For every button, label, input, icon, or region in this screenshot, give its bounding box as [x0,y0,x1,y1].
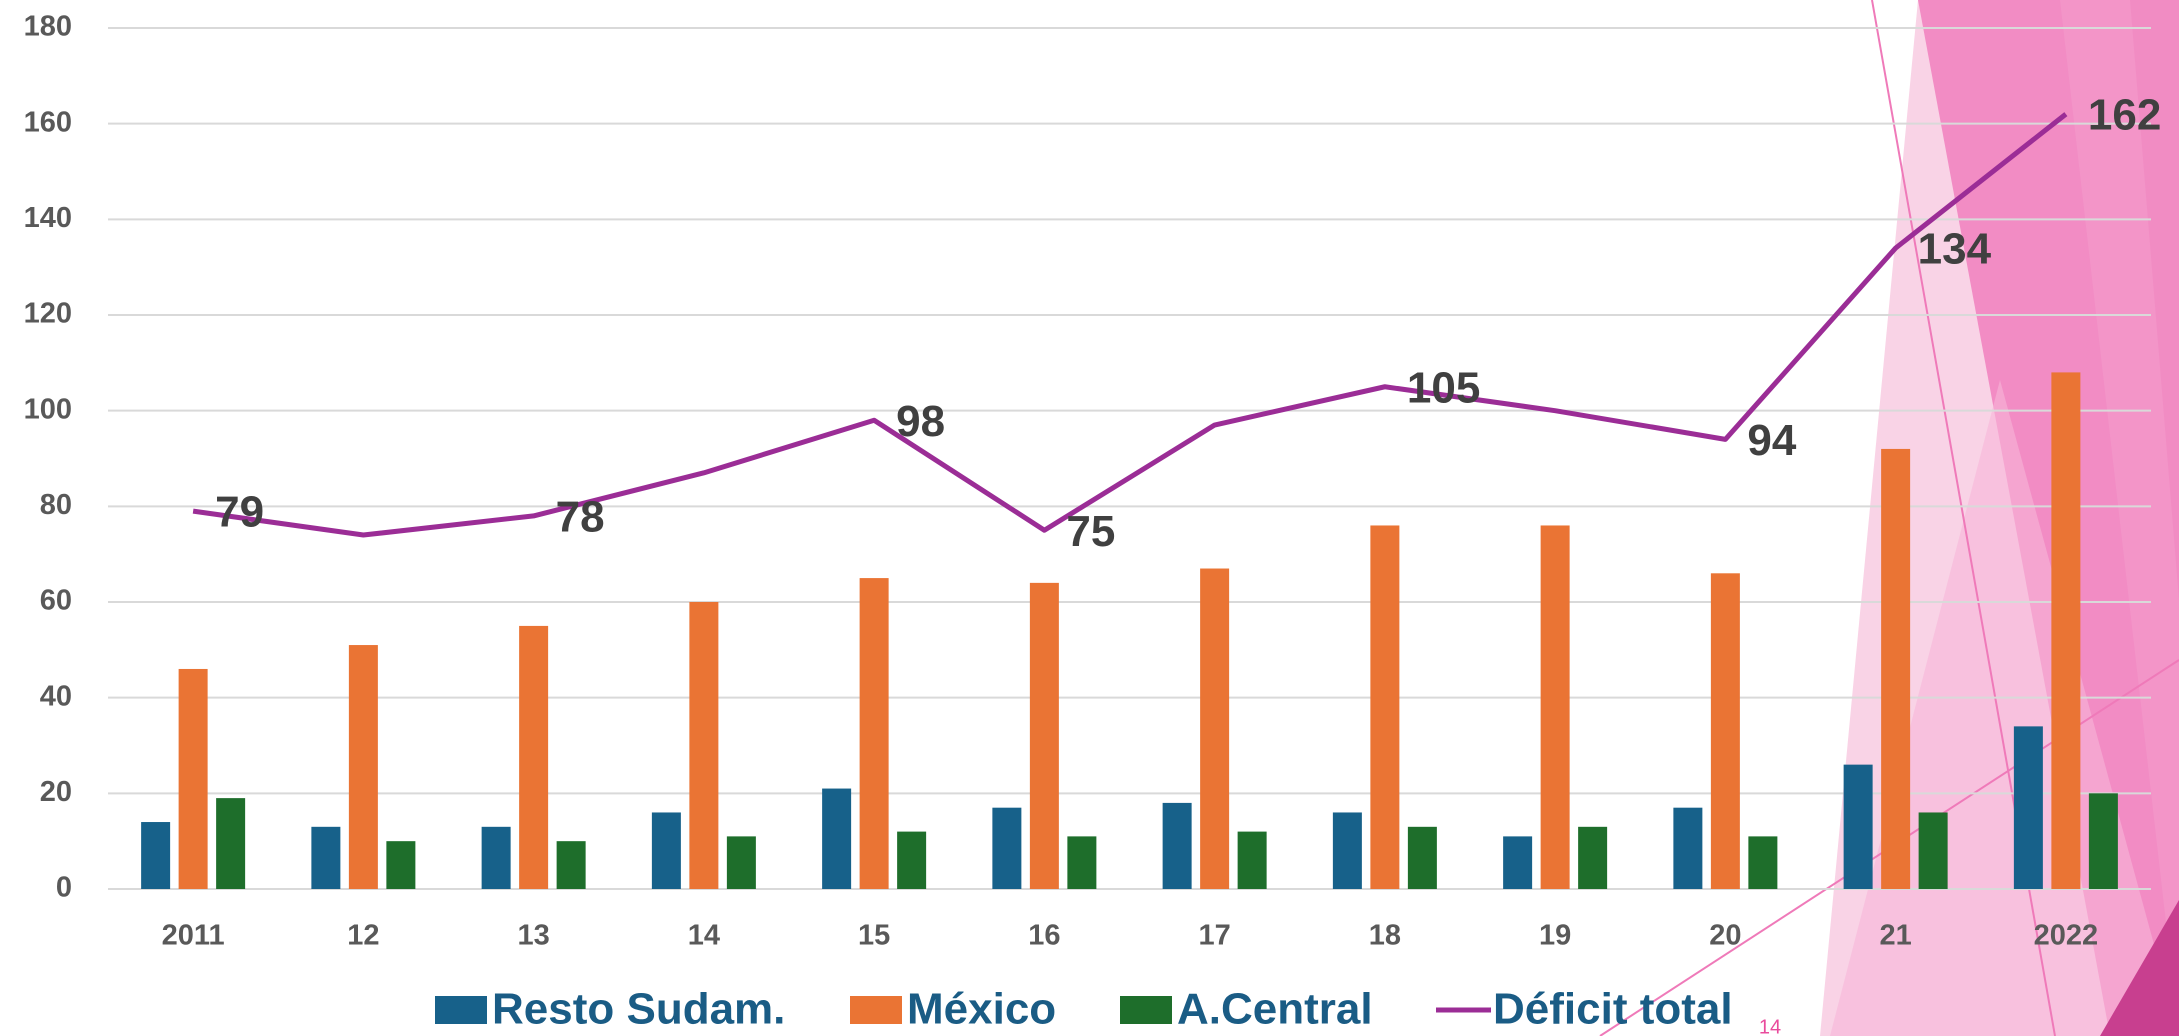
y-tick-label: 20 [40,776,72,808]
y-tick-label: 40 [40,680,72,712]
bar [1407,826,1437,889]
data-label: 162 [2088,91,2161,140]
bar [1237,831,1267,889]
bar [1503,836,1533,889]
plot-area: 0 20 40 60 80 100 120 140 160 180 2011 12 13 14 15 16 17… [24,11,2162,1034]
bar [897,831,927,889]
data-label: 78 [556,493,605,542]
x-tick-label: 19 [1539,920,1571,952]
bar [1710,573,1740,889]
y-tick-label: 140 [24,202,72,234]
legend-swatch [1120,996,1172,1024]
data-label: 98 [896,397,945,446]
bar [348,645,378,889]
legend-label: A.Central [1177,985,1373,1034]
bar [1332,812,1362,889]
bar [216,798,246,889]
y-tick-label: 100 [24,393,72,425]
bar [1578,826,1608,889]
legend-label: Déficit total [1493,985,1733,1034]
data-label: 105 [1407,363,1480,412]
bar [822,788,852,889]
x-tick-label: 14 [688,920,720,952]
x-tick-label: 18 [1369,920,1401,952]
bar [1162,802,1192,889]
y-tick-label: 80 [40,489,72,521]
bar [141,822,171,889]
bar [1843,764,1873,889]
legend-swatch [435,996,487,1024]
y-tick-label: 180 [24,11,72,43]
data-label: 134 [1918,225,1992,274]
page-number: 14 [1759,1016,1781,1036]
line [192,112,2068,538]
bar [992,807,1022,889]
x-tick-label: 2011 [162,920,225,952]
bar [519,625,549,889]
bar [178,668,208,889]
bar [1370,525,1400,889]
legend-swatch [850,996,902,1024]
x-tick-label: 17 [1198,920,1230,952]
bar [1918,812,1948,889]
x-tick-label: 21 [1879,920,1911,952]
x-tick-label: 2022 [2034,920,2099,952]
x-tick-label: 16 [1028,920,1060,952]
bar [1067,836,1097,889]
bar [556,841,586,889]
y-tick-label: 0 [56,872,72,904]
bar [1673,807,1703,889]
bar [1881,448,1911,889]
bar [689,602,719,889]
bar [481,826,511,889]
y-tick-label: 160 [24,106,72,138]
legend-label: México [907,985,1056,1034]
bar [1200,568,1230,889]
x-tick-label: 12 [347,920,379,952]
bar [386,841,416,889]
bar [2051,372,2081,889]
bar [1540,525,1570,889]
bar [1748,836,1778,889]
bar [311,826,341,889]
bar [726,836,756,889]
x-tick-label: 15 [858,920,890,952]
data-label: 94 [1747,416,1796,465]
x-tick-label: 20 [1709,920,1741,952]
data-label: 79 [215,488,264,537]
legend-label: Resto Sudam. [492,985,785,1034]
bar [2013,726,2043,889]
bar [651,812,681,889]
x-tick-label: 13 [517,920,549,952]
bar [1029,582,1059,889]
bar [2088,793,2118,889]
y-tick-label: 60 [40,585,72,617]
bar [859,578,889,889]
data-label: 75 [1066,507,1115,556]
y-tick-label: 120 [24,298,72,330]
